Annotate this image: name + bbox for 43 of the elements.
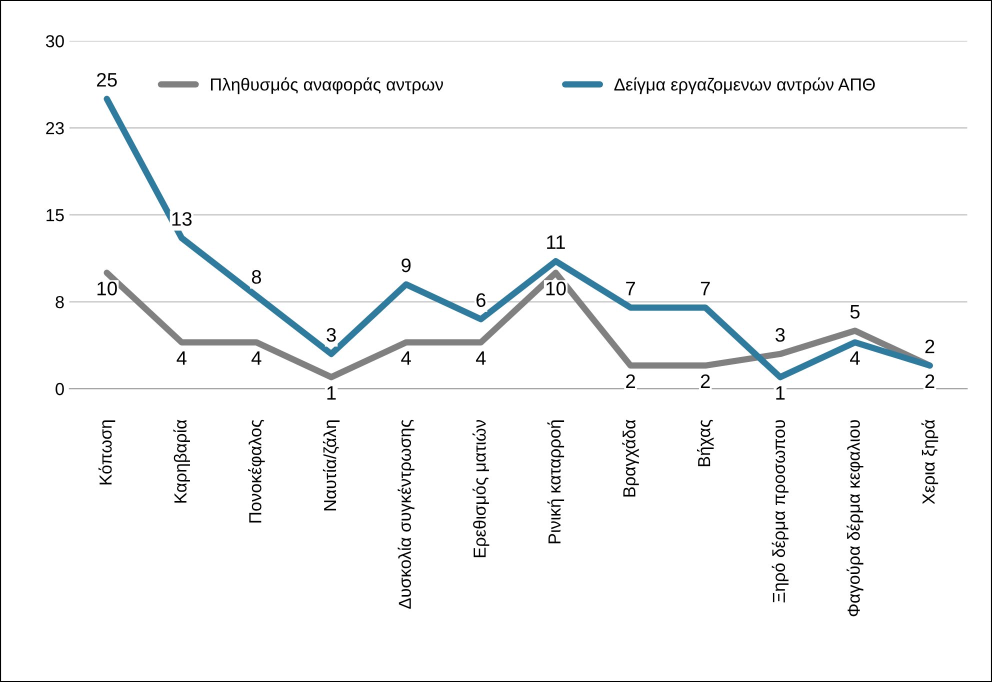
x-tick-label: Κόπωση <box>98 420 116 484</box>
x-tick-label: Ερεθισμός ματιών <box>472 420 490 558</box>
x-tick-label: Ναυτία/ζάλη <box>322 420 340 510</box>
data-label: 1 <box>327 386 336 400</box>
data-label: 11 <box>547 235 565 249</box>
data-label: 4 <box>476 351 486 365</box>
data-label: 2 <box>925 340 934 354</box>
x-tick-label: Ρινική καταρροή <box>547 420 564 544</box>
legend-label: Πληθυσμός αναφοράς αντρων <box>211 77 443 94</box>
x-tick-label: Πονοκέφαλος <box>248 420 265 523</box>
x-tick-label: Καρηβαρία <box>173 420 190 503</box>
data-label: 10 <box>546 282 566 296</box>
x-tick-label: Ξηρό δέρμα προσωπου <box>772 420 789 602</box>
data-label: 4 <box>850 351 860 365</box>
x-tick-label: Δυσκολία συγκέντρωσης <box>398 420 414 609</box>
data-label: 8 <box>252 270 262 284</box>
data-label: 10 <box>98 282 117 296</box>
data-label: 25 <box>97 72 117 87</box>
y-tick-label: 15 <box>46 209 64 222</box>
y-tick-label: 23 <box>46 122 64 134</box>
data-label: 7 <box>700 282 710 296</box>
data-label: 4 <box>176 351 186 365</box>
data-label: 6 <box>476 293 486 307</box>
x-tick-label: Βήχας <box>697 420 714 466</box>
data-label: 2 <box>700 374 710 388</box>
data-label: 2 <box>925 374 934 388</box>
y-tick-label: 0 <box>56 382 64 396</box>
y-tick-label: 30 <box>46 35 64 48</box>
y-tick-label: 8 <box>56 296 64 308</box>
data-label: 13 <box>172 212 192 226</box>
data-label: 9 <box>402 258 411 272</box>
data-label: 7 <box>626 282 635 296</box>
legend-label: Δείγμα εργαζομενων αντρών ΑΠΘ <box>614 77 875 94</box>
data-label: 1 <box>776 386 785 400</box>
data-label: 4 <box>401 351 411 365</box>
x-tick-label: Χερια ξηρά <box>921 420 938 504</box>
x-tick-label: Βραγχάδα <box>622 420 639 496</box>
data-label: 5 <box>850 305 860 319</box>
x-tick-label: Φαγούρα δέρμα κεφαλιου <box>846 420 864 616</box>
data-label: 2 <box>626 374 635 388</box>
data-label: 3 <box>776 328 785 342</box>
data-label: 3 <box>326 328 336 342</box>
data-label: 4 <box>252 351 262 365</box>
